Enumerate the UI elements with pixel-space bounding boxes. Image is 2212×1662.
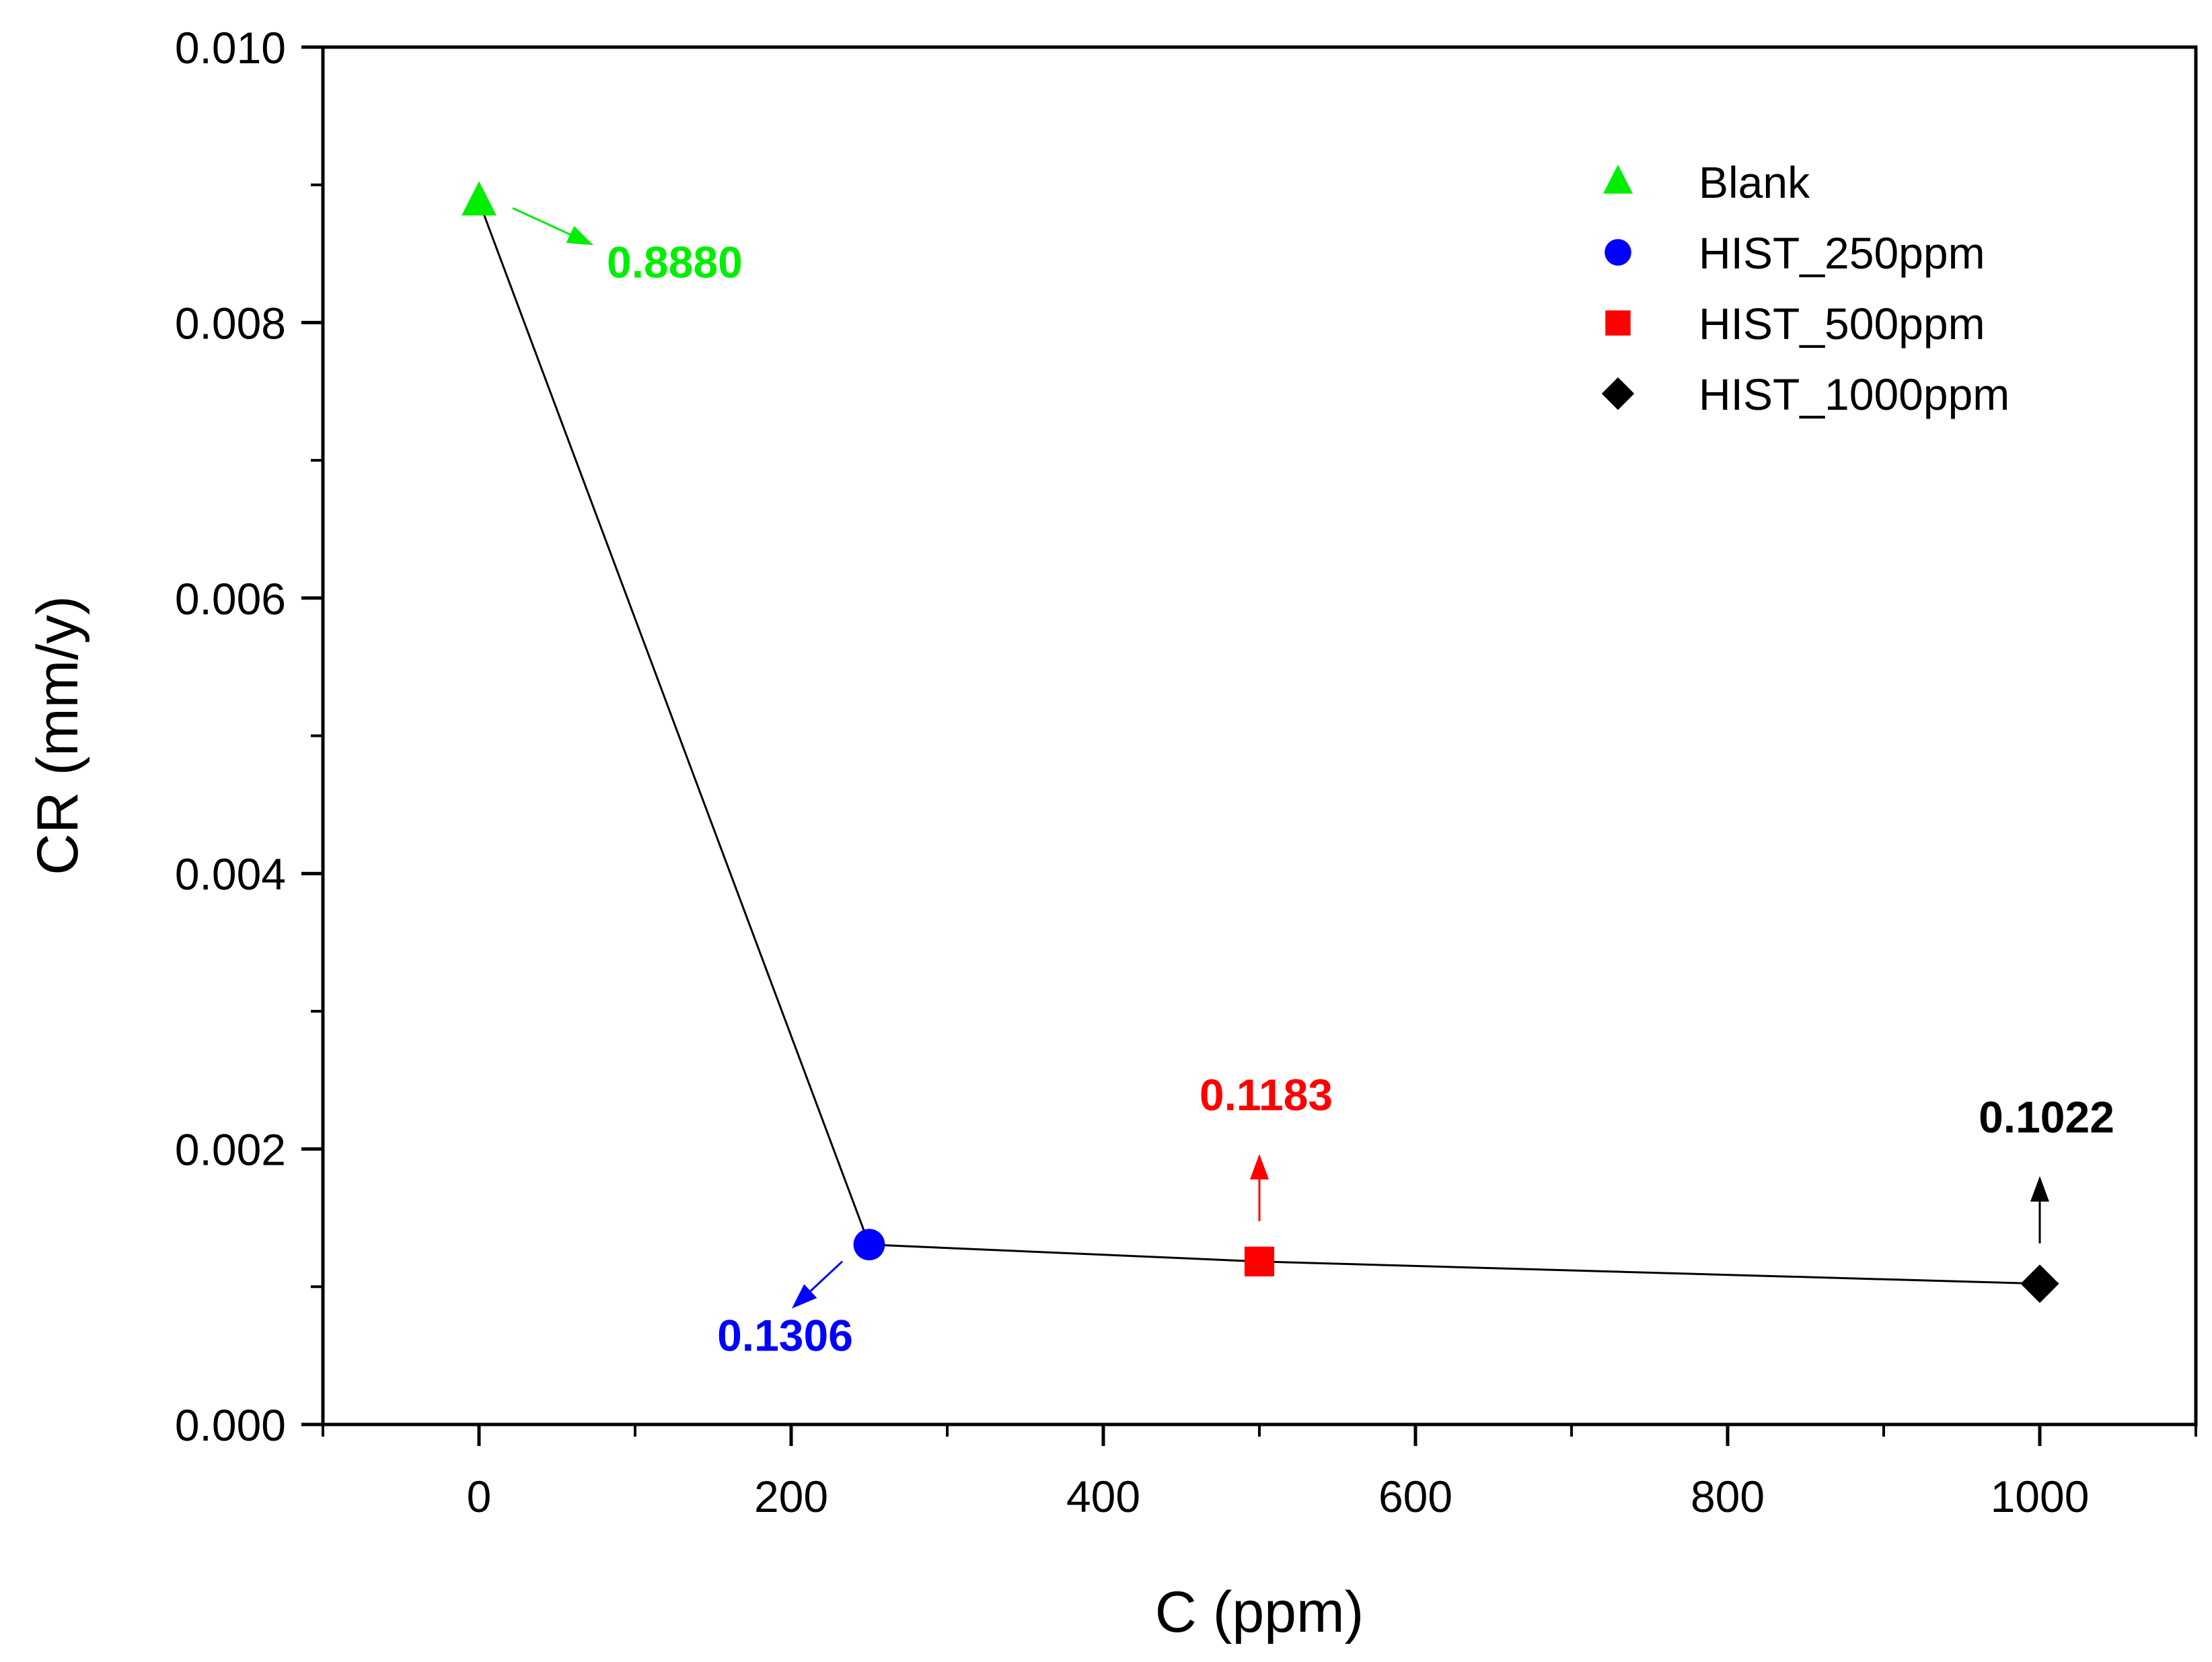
data-point-diamond (2020, 1264, 2059, 1303)
label-arrow (792, 1260, 844, 1309)
arrow-head (2030, 1176, 2049, 1202)
arrow-head (566, 225, 593, 246)
legend-entry: HIST_1000ppm (1601, 369, 2010, 419)
label-arrow (2030, 1176, 2049, 1243)
x-tick-label: 1000 (1991, 1472, 2090, 1521)
y-axis-title: CR (mm/y) (26, 595, 90, 875)
legend-marker-diamond (1601, 377, 1635, 410)
legend-entry: HIST_500ppm (1605, 299, 1985, 349)
data-labels-layer: 0.8880 0.1306 0.1183 0.1022 (607, 237, 2114, 1360)
label-arrow (1250, 1153, 1269, 1221)
y-tick-label: 0.004 (175, 849, 286, 899)
x-tick-label: 200 (754, 1472, 828, 1521)
data-point-square (1244, 1246, 1275, 1276)
y-tick-label: 0.010 (175, 23, 286, 73)
y-tick-label: 0.006 (175, 574, 286, 624)
legend-label: HIST_500ppm (1699, 299, 1985, 349)
connecting-line-layer (478, 201, 2040, 1285)
data-label: 0.1183 (1200, 1070, 1333, 1120)
x-axis-title: C (ppm) (1155, 1580, 1364, 1645)
data-markers-layer (462, 181, 2059, 1303)
legend-marker-circle (1605, 239, 1631, 266)
legend-label: Blank (1699, 157, 1810, 207)
legend: Blank HIST_250ppm HIST_500ppm HIST_1000ppm (1601, 157, 2010, 419)
label-arrow (512, 207, 593, 246)
y-tick-label: 0.000 (175, 1400, 286, 1450)
y-tick-label: 0.002 (175, 1125, 286, 1175)
x-tick-label: 800 (1691, 1472, 1765, 1521)
y-axis-ticks: 0.000 0.002 0.004 0.006 0.008 0.010 (175, 23, 323, 1450)
y-tick-label: 0.008 (175, 298, 286, 348)
connecting-line (478, 201, 2040, 1285)
data-label: 0.8880 (607, 237, 743, 287)
data-label: 0.1306 (717, 1311, 853, 1361)
data-label: 0.1022 (1979, 1092, 2114, 1142)
legend-entry: HIST_250ppm (1605, 228, 1985, 278)
x-tick-label: 400 (1066, 1472, 1140, 1521)
data-point-circle (853, 1229, 885, 1261)
arrow-head (1250, 1153, 1269, 1180)
legend-label: HIST_1000ppm (1699, 369, 2010, 419)
x-tick-label: 600 (1378, 1472, 1452, 1521)
x-axis-ticks: 0 200 400 600 800 1000 (322, 1424, 2197, 1521)
legend-label: HIST_250ppm (1699, 228, 1985, 278)
arrow-shaft (809, 1260, 844, 1292)
arrow-shaft (512, 207, 571, 236)
x-tick-label: 0 (467, 1472, 492, 1521)
legend-entry: Blank (1603, 157, 1810, 207)
label-arrows-layer (512, 207, 2049, 1309)
data-point-triangle (462, 181, 496, 216)
arrow-head (792, 1284, 817, 1309)
legend-marker-square (1605, 310, 1631, 336)
legend-marker-triangle (1603, 164, 1633, 194)
